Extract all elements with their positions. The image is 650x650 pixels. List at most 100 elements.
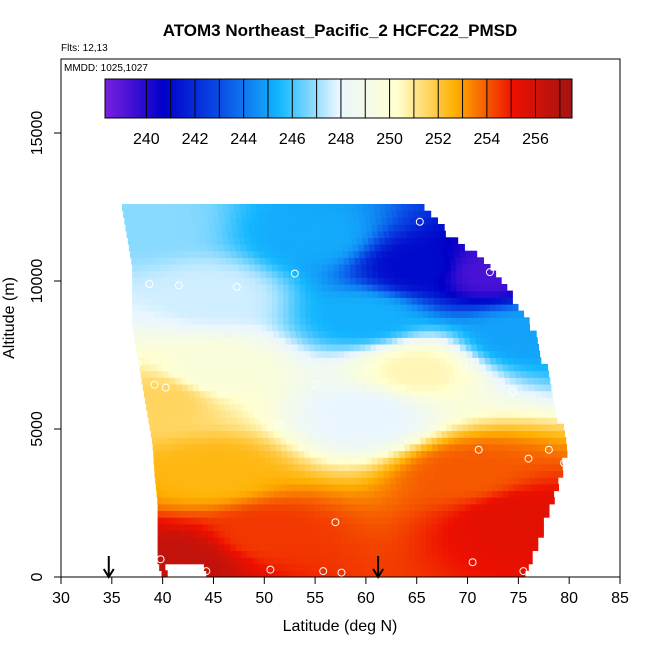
heat-cell <box>158 410 165 418</box>
heat-cell <box>336 523 343 531</box>
heat-cell <box>364 537 371 545</box>
heat-cell <box>202 530 209 538</box>
heat-cell <box>316 463 323 472</box>
heat-cell <box>378 477 385 485</box>
heat-cell <box>246 210 253 218</box>
heat-cell <box>197 343 204 352</box>
heat-cell <box>558 430 565 438</box>
heat-cell <box>168 530 175 538</box>
heat-cell <box>302 403 309 412</box>
heat-cell <box>210 230 217 238</box>
heat-cell <box>378 470 385 478</box>
heat-cell <box>542 490 549 498</box>
heat-cell <box>160 470 167 478</box>
heat-cell <box>386 403 393 412</box>
heat-cell <box>344 470 351 478</box>
heat-cell <box>220 257 227 265</box>
heat-cell <box>241 510 248 518</box>
heat-cell <box>411 317 418 325</box>
heat-cell <box>147 410 154 418</box>
heat-cell <box>261 323 268 332</box>
heat-cell <box>203 257 211 265</box>
heat-cell <box>372 317 379 325</box>
heat-cell <box>157 550 164 558</box>
heat-cell <box>560 443 567 452</box>
heat-cell <box>340 363 347 372</box>
heat-cell <box>188 303 195 312</box>
heat-cell <box>232 350 239 358</box>
heat-cell <box>173 244 180 252</box>
heat-cell <box>442 370 449 378</box>
heat-cell <box>207 497 214 505</box>
heat-cell <box>381 530 388 538</box>
heat-cell <box>342 443 349 452</box>
heat-cell <box>199 317 206 325</box>
heat-cell <box>236 217 243 225</box>
heat-cell <box>192 457 199 465</box>
heat-cell <box>148 284 156 292</box>
heat-cell <box>381 537 388 545</box>
heat-cell <box>469 330 476 338</box>
heat-cell <box>438 350 446 358</box>
heat-cell <box>465 550 472 558</box>
heat-cell <box>237 383 244 392</box>
heat-cell <box>428 323 435 332</box>
heat-cell <box>297 370 304 378</box>
heat-cell <box>418 204 425 212</box>
heat-cell <box>292 450 300 458</box>
heat-cell <box>389 264 396 272</box>
heat-cell <box>377 563 384 571</box>
heat-cell <box>388 383 395 392</box>
heat-cell <box>188 423 195 432</box>
heat-cell <box>258 510 265 518</box>
heat-cell <box>456 310 463 318</box>
heat-cell <box>434 323 441 332</box>
heat-cell <box>340 430 347 438</box>
heat-cell <box>305 323 312 332</box>
heat-cell <box>395 423 402 432</box>
heat-cell <box>199 310 206 318</box>
heat-cell <box>160 264 167 272</box>
heat-cell <box>502 570 509 577</box>
heat-cell <box>294 290 301 298</box>
heat-cell <box>464 437 472 445</box>
heat-cell <box>370 343 377 352</box>
heat-cell <box>458 244 465 252</box>
heat-cell <box>235 244 242 252</box>
heat-cell <box>536 363 543 372</box>
heat-cell <box>231 224 238 232</box>
heat-cell <box>322 277 329 285</box>
heat-cell <box>471 450 478 458</box>
heat-cell <box>520 403 527 412</box>
heat-cell <box>360 350 367 358</box>
heat-cell <box>317 390 324 398</box>
heat-cell <box>189 483 196 492</box>
heat-cell <box>456 297 463 305</box>
heat-cell <box>312 430 320 438</box>
heat-cell <box>463 483 470 492</box>
heat-cell <box>213 337 220 345</box>
heat-cell <box>366 277 374 285</box>
heat-cell <box>209 457 216 465</box>
heat-cell <box>241 497 248 505</box>
heat-cell <box>303 377 310 385</box>
heat-cell <box>243 563 250 571</box>
heat-cell <box>342 550 349 558</box>
heat-cell <box>227 317 234 325</box>
heat-cell <box>399 350 406 358</box>
heat-cell <box>473 297 480 305</box>
heat-cell <box>254 350 261 358</box>
heat-cell <box>276 563 283 571</box>
heat-cell <box>490 390 497 398</box>
heat-cell <box>208 377 215 385</box>
heat-cell <box>305 357 313 365</box>
heat-cell <box>515 557 522 565</box>
heat-cell <box>451 323 458 332</box>
heat-cell <box>473 277 480 285</box>
heat-cell <box>285 244 292 252</box>
heat-cell <box>350 290 357 298</box>
heat-cell <box>266 390 274 398</box>
heat-cell <box>179 437 187 445</box>
heat-cell <box>299 284 306 292</box>
heat-cell <box>427 450 434 458</box>
